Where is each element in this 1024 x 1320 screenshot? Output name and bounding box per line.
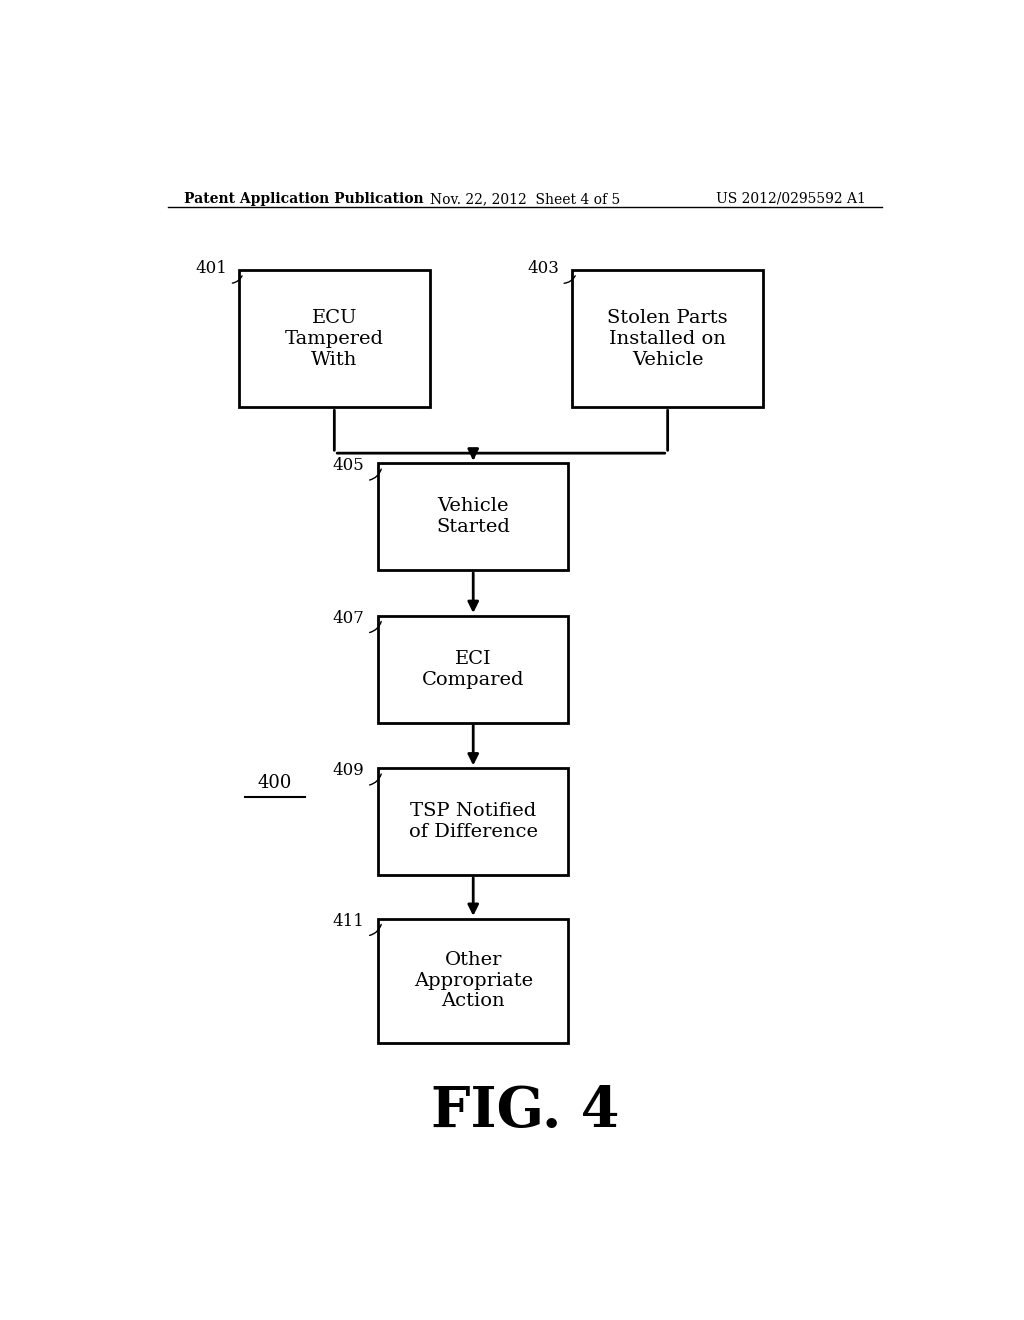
Text: 409: 409 xyxy=(333,762,365,779)
Text: TSP Notified
of Difference: TSP Notified of Difference xyxy=(409,803,538,841)
Text: Nov. 22, 2012  Sheet 4 of 5: Nov. 22, 2012 Sheet 4 of 5 xyxy=(430,191,620,206)
Text: Patent Application Publication: Patent Application Publication xyxy=(183,191,423,206)
Text: Stolen Parts
Installed on
Vehicle: Stolen Parts Installed on Vehicle xyxy=(607,309,728,368)
Text: 400: 400 xyxy=(258,775,292,792)
Text: Vehicle
Started: Vehicle Started xyxy=(436,498,510,536)
Text: FIG. 4: FIG. 4 xyxy=(431,1084,618,1139)
FancyBboxPatch shape xyxy=(240,271,430,408)
FancyBboxPatch shape xyxy=(378,615,568,722)
FancyBboxPatch shape xyxy=(378,463,568,570)
FancyBboxPatch shape xyxy=(378,919,568,1043)
Text: 411: 411 xyxy=(333,912,365,929)
FancyBboxPatch shape xyxy=(572,271,763,408)
Text: 405: 405 xyxy=(333,457,365,474)
Text: 403: 403 xyxy=(527,260,559,277)
FancyBboxPatch shape xyxy=(378,768,568,875)
Text: 407: 407 xyxy=(333,610,365,627)
Text: 401: 401 xyxy=(196,260,227,277)
Text: Other
Appropriate
Action: Other Appropriate Action xyxy=(414,950,532,1011)
Text: ECI
Compared: ECI Compared xyxy=(422,649,524,689)
Text: ECU
Tampered
With: ECU Tampered With xyxy=(285,309,384,368)
Text: US 2012/0295592 A1: US 2012/0295592 A1 xyxy=(716,191,866,206)
